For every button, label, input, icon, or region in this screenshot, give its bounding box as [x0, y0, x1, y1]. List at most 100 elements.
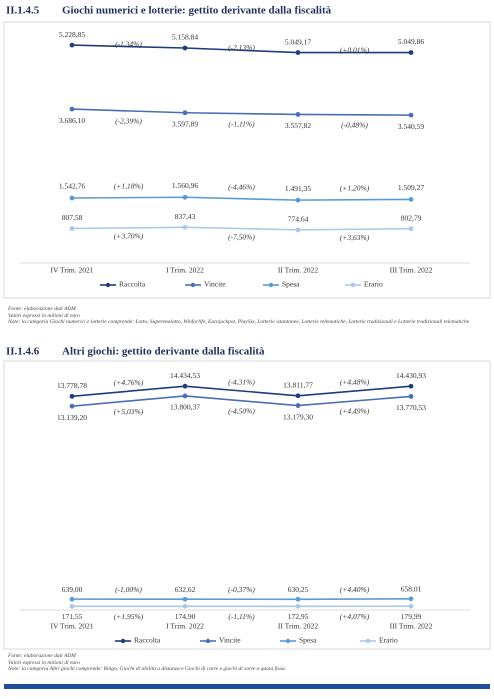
value-label: 179,99 — [401, 612, 422, 621]
value-label: 3.686,10 — [59, 116, 86, 125]
marker — [408, 196, 414, 202]
marker — [408, 112, 414, 118]
marker — [69, 226, 75, 231]
section-number: II.1.4.6 — [6, 346, 40, 358]
change-label: (-1,11%) — [228, 612, 255, 621]
change-label: (-4,46%) — [228, 182, 255, 191]
series-line — [71, 44, 412, 54]
value-label: 13.770,53 — [396, 403, 426, 412]
marker — [408, 50, 414, 55]
value-label: 630,25 — [288, 585, 309, 594]
series-line — [71, 108, 412, 116]
notes: Fonte: elaborazione dati ADM Valori espre… — [8, 653, 478, 673]
marker — [69, 195, 75, 201]
value-label: 774,64 — [288, 215, 309, 224]
marker — [295, 227, 301, 233]
marker — [408, 603, 414, 609]
marker — [295, 50, 301, 55]
marker — [69, 106, 75, 112]
change-label: (+3,70%) — [114, 232, 144, 241]
notes: Fonte: elaborazione dati ADM Valori espre… — [8, 306, 478, 326]
marker — [408, 596, 414, 602]
series-line — [71, 395, 412, 407]
marker — [295, 403, 301, 408]
section-title: Giochi numerici e lotterie: gettito deri… — [62, 5, 332, 17]
legend-label: Erario — [379, 636, 398, 645]
value-label: 5.228,85 — [59, 30, 86, 39]
note: Fonte: elaborazione dati ADM — [8, 653, 76, 659]
value-label: 13.179,30 — [283, 412, 313, 421]
x-tick-label: III Trim. 2022 — [390, 622, 433, 631]
change-label: (+4,48%) — [340, 378, 370, 387]
marker — [182, 194, 188, 200]
marker — [295, 603, 301, 609]
note: Fonte: elaborazione dati ADM — [8, 306, 76, 312]
change-label: (-2,13%) — [228, 43, 255, 52]
value-label: 14.434,53 — [170, 371, 200, 380]
note: Valori espressi in milioni di euro — [8, 312, 80, 319]
value-label: 1.509,27 — [398, 183, 425, 192]
legend-label: Spesa — [299, 636, 317, 645]
legend-marker — [268, 282, 274, 288]
change-label: (-0,48%) — [341, 120, 368, 129]
value-label: 5.049,17 — [285, 37, 312, 46]
marker — [69, 596, 75, 602]
marker — [69, 403, 75, 409]
chart-frame — [3, 360, 491, 650]
value-label: 3.540,59 — [398, 122, 425, 131]
change-label: (-2,39%) — [115, 117, 142, 126]
value-label: 1.491,35 — [285, 184, 312, 193]
value-label: 171,55 — [62, 612, 83, 621]
value-label: 3.597,89 — [172, 119, 199, 128]
value-label: 13.778,78 — [57, 381, 87, 390]
change-label: (-4,50%) — [228, 406, 255, 415]
marker — [182, 393, 188, 399]
change-label: (-1,34%) — [115, 39, 142, 48]
note: Valori espressi in milioni di euro — [8, 659, 80, 666]
value-label: 5.158,84 — [172, 33, 199, 42]
value-label: 658,01 — [401, 585, 422, 594]
section-number: II.1.4.5 — [6, 5, 40, 17]
value-label: 802,79 — [401, 213, 422, 222]
value-label: 837,43 — [175, 212, 196, 221]
value-label: 1.542,76 — [59, 182, 86, 191]
legend-marker — [205, 638, 211, 644]
marker — [69, 393, 75, 399]
marker — [295, 393, 301, 399]
legend-label: Erario — [364, 280, 383, 289]
series-line — [71, 196, 412, 201]
change-label: (-7,50%) — [228, 232, 255, 241]
note: Note: la categoria Altri giochi comprend… — [8, 666, 287, 672]
change-label: (+0,01%) — [340, 45, 370, 54]
value-label: 632,62 — [175, 585, 196, 594]
marker — [182, 383, 188, 389]
value-label: 13.800,37 — [170, 403, 200, 412]
value-label: 3.557,82 — [285, 121, 312, 130]
legend-marker — [190, 282, 196, 288]
value-label: 807,58 — [62, 213, 83, 222]
series-line — [71, 385, 412, 398]
change-label: (+4,40%) — [340, 585, 370, 594]
legend-marker — [350, 282, 356, 288]
marker — [182, 110, 188, 116]
legend-marker — [105, 282, 111, 288]
x-tick-label: IV Trim. 2021 — [50, 622, 93, 631]
x-tick-label: II Trim. 2022 — [278, 622, 318, 631]
change-label: (+5,03%) — [114, 407, 144, 416]
marker — [69, 603, 75, 609]
value-label: 174,90 — [175, 612, 196, 621]
note: Note: la categoria Giochi numerici e lot… — [8, 319, 470, 325]
x-tick-label: IV Trim. 2021 — [50, 266, 93, 275]
value-label: 639,00 — [62, 585, 83, 594]
chart-frame — [3, 21, 491, 299]
marker — [182, 45, 188, 51]
marker — [182, 224, 188, 230]
x-tick-label: III Trim. 2022 — [390, 266, 433, 275]
change-label: (-1,11%) — [228, 119, 255, 128]
marker — [408, 394, 414, 399]
change-label: (+4,49%) — [340, 407, 370, 416]
x-tick-label: II Trim. 2022 — [278, 266, 318, 275]
legend-marker — [285, 638, 291, 644]
